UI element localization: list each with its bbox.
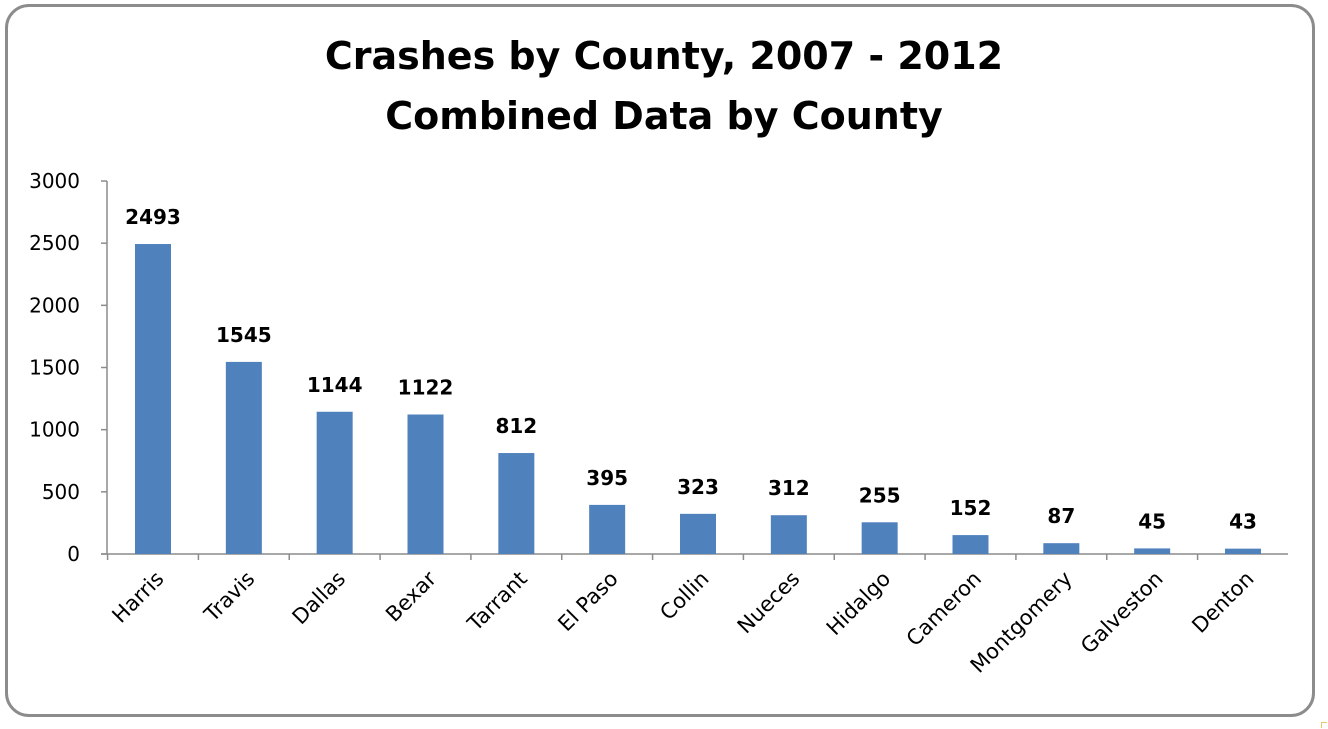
x-category-label: Bexar: [381, 566, 441, 626]
data-label: 812: [495, 414, 537, 438]
y-tick-label: 0: [67, 542, 80, 566]
bar-harris: [135, 244, 171, 555]
x-category-label: Harris: [107, 567, 168, 628]
bar-nueces: [770, 515, 807, 554]
x-category-label: Nueces: [733, 567, 805, 639]
y-tick-label: 2000: [29, 293, 80, 317]
y-tick-label: 1000: [29, 418, 80, 442]
data-label: 43: [1229, 510, 1257, 534]
bar-tarrant: [498, 453, 535, 554]
x-category-label: Cameron: [902, 567, 986, 651]
bar-travis: [225, 361, 262, 554]
data-label: 45: [1138, 509, 1166, 533]
data-label: 87: [1047, 504, 1075, 528]
corner-marker: [1321, 722, 1327, 728]
y-tick-label: 1500: [29, 356, 80, 380]
bar-el-paso: [589, 504, 626, 554]
data-label: 255: [859, 483, 901, 507]
bar-cameron: [952, 535, 989, 554]
bar-galveston: [1134, 548, 1171, 554]
chart-subtitle: Combined Data by County: [385, 94, 943, 138]
bar-montgomery: [1043, 543, 1080, 554]
y-tick-label: 500: [42, 480, 80, 504]
x-category-label: Galveston: [1076, 567, 1168, 659]
chart-frame: [5, 4, 1315, 717]
bar-collin: [680, 513, 716, 554]
data-label: 1545: [216, 323, 272, 347]
bar-denton: [1225, 548, 1261, 554]
bar-dallas: [316, 411, 353, 554]
x-category-label: Travis: [199, 567, 259, 627]
x-category-label: Tarrant: [462, 567, 532, 637]
bar-bexar: [407, 414, 444, 554]
y-tick-label: 3000: [29, 169, 80, 193]
data-label: 152: [950, 496, 992, 520]
data-label: 395: [586, 466, 628, 490]
bar-hidalgo: [861, 522, 898, 554]
data-label: 1144: [307, 373, 363, 397]
x-category-label: Dallas: [288, 567, 351, 630]
data-label: 312: [768, 476, 810, 500]
data-label: 2493: [125, 205, 181, 229]
x-category-label: Denton: [1187, 567, 1258, 638]
y-tick-label: 2500: [29, 231, 80, 255]
data-label: 1122: [398, 375, 454, 399]
chart-title: Crashes by County, 2007 - 2012: [324, 34, 1004, 78]
x-category-label: Hidalgo: [822, 567, 895, 640]
data-label: 323: [677, 475, 719, 499]
x-category-label: El Paso: [553, 567, 622, 636]
x-category-label: Collin: [655, 567, 713, 625]
